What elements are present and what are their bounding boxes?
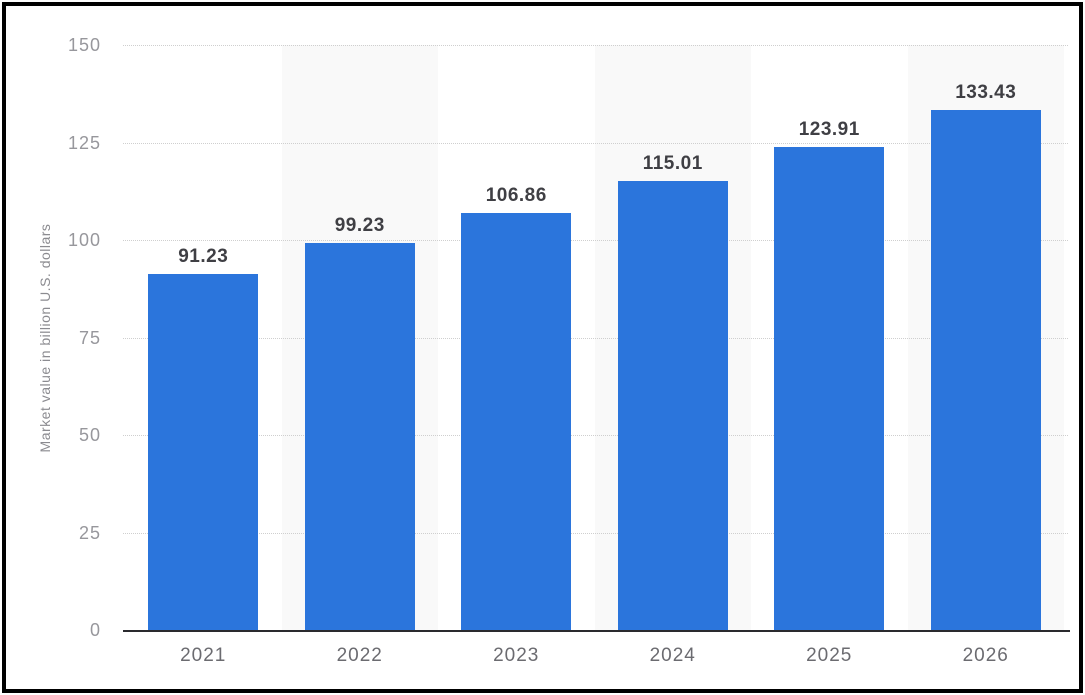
bar-value-label: 99.23 bbox=[334, 215, 385, 236]
y-tick-label: 25 bbox=[78, 522, 101, 543]
x-axis-line bbox=[123, 630, 1070, 632]
y-tick-label: 75 bbox=[78, 327, 101, 348]
x-tick-label: 2026 bbox=[962, 645, 1009, 666]
bar[interactable] bbox=[774, 146, 885, 630]
x-tick-label: 2022 bbox=[336, 645, 383, 666]
bar-value-label: 123.91 bbox=[798, 118, 860, 140]
bar[interactable] bbox=[930, 109, 1041, 630]
bar-value-label: 91.23 bbox=[178, 246, 229, 268]
bar[interactable] bbox=[304, 243, 415, 630]
y-tick-label: 125 bbox=[67, 132, 101, 153]
bar-value-label: 133.43 bbox=[955, 81, 1017, 103]
bar-value-label: 115.01 bbox=[642, 153, 703, 175]
gridline bbox=[123, 532, 1068, 534]
gridline bbox=[123, 142, 1068, 144]
y-tick-label: 100 bbox=[67, 230, 101, 250]
gridline bbox=[123, 435, 1068, 436]
bars-layer bbox=[6, 6, 1079, 689]
gridline bbox=[123, 337, 1068, 339]
x-tick-label: 2024 bbox=[649, 645, 696, 666]
gridline bbox=[123, 45, 1068, 46]
bar[interactable] bbox=[617, 181, 728, 630]
y-tick-label: 150 bbox=[67, 35, 101, 55]
bar-value-label: 106.86 bbox=[485, 185, 547, 207]
x-tick-label: 2023 bbox=[493, 645, 540, 666]
x-tick-label: 2021 bbox=[180, 645, 227, 666]
labels-layer: 91.23 2021 99.23 2022 106.86 2023 115.01 2024 12… bbox=[6, 6, 1079, 689]
bar[interactable] bbox=[148, 274, 259, 630]
x-tick-label: 2025 bbox=[806, 645, 853, 666]
bar[interactable] bbox=[461, 213, 572, 630]
gridline bbox=[123, 240, 1068, 241]
y-tick-label: 0 bbox=[89, 620, 101, 640]
y-tick-label: 50 bbox=[78, 425, 101, 445]
gridlines-layer: 0 25 50 75 100 125 150 bbox=[6, 6, 1079, 689]
